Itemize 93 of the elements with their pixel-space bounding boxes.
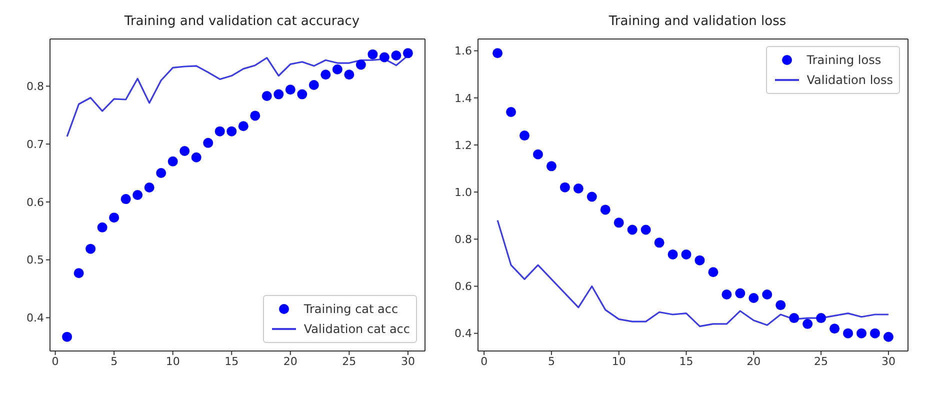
legend-label: Training loss	[806, 53, 882, 67]
x-tick-label: 15	[679, 354, 694, 368]
y-tick-label: 0.8	[26, 80, 44, 94]
x-tick-label: 15	[224, 354, 239, 368]
point	[816, 313, 826, 324]
x-tick-label: 30	[400, 354, 415, 368]
point	[391, 50, 402, 60]
y-tick-label: 1.6	[454, 44, 472, 58]
point	[203, 138, 214, 148]
point	[332, 64, 342, 74]
point	[708, 267, 718, 278]
point	[191, 152, 202, 162]
x-tick-label: 25	[342, 354, 356, 368]
x-tick-label: 5	[548, 354, 555, 368]
point	[86, 244, 96, 254]
y-tick-label: 0.6	[454, 280, 472, 294]
point	[640, 224, 651, 235]
point	[74, 268, 84, 278]
x-tick-label: 10	[612, 354, 626, 368]
point	[402, 48, 413, 58]
legend-label: Validation loss	[806, 73, 893, 87]
y-tick-label: 0.4	[454, 327, 472, 340]
x-tick-label: 30	[881, 354, 896, 368]
point	[180, 146, 190, 156]
legend-label: Training cat acc	[304, 302, 398, 316]
y-tick-label: 1.4	[454, 92, 472, 105]
point	[748, 293, 759, 304]
point	[109, 212, 120, 223]
point	[532, 149, 543, 160]
point	[144, 182, 154, 192]
point	[120, 194, 131, 204]
point	[250, 110, 260, 121]
point	[789, 313, 800, 324]
point	[62, 332, 72, 342]
point	[274, 89, 284, 100]
point	[226, 126, 237, 136]
point	[762, 289, 772, 300]
line-series	[496, 220, 890, 328]
point	[843, 328, 854, 338]
point	[379, 52, 390, 62]
point	[654, 238, 664, 248]
point	[214, 126, 225, 136]
point	[586, 192, 597, 202]
point	[262, 91, 272, 102]
x-tick-label: 5	[110, 354, 118, 368]
point	[368, 49, 378, 60]
point	[492, 48, 503, 58]
point	[238, 121, 248, 132]
legend-label: Validation cat acc	[304, 322, 410, 336]
y-tick-label: 0.6	[26, 196, 44, 209]
point	[883, 332, 894, 342]
x-tick-label: 0	[52, 354, 59, 368]
point	[856, 328, 866, 338]
point	[285, 84, 296, 95]
point	[132, 190, 143, 200]
y-tick-label: 0.4	[26, 312, 44, 325]
point	[776, 300, 786, 310]
point	[870, 328, 880, 338]
y-tick-label: 1.0	[454, 186, 472, 199]
y-tick-label: 1.2	[454, 138, 472, 152]
point	[694, 255, 705, 266]
point	[97, 222, 108, 232]
x-tick-label: 0	[480, 354, 488, 368]
point	[168, 156, 178, 166]
x-tick-label: 20	[283, 354, 298, 368]
x-tick-label: 25	[814, 354, 828, 368]
point	[320, 70, 331, 80]
chart-title: Training and validation cat accuracy	[123, 14, 361, 29]
point	[546, 161, 556, 172]
point	[573, 184, 584, 194]
point	[520, 130, 530, 141]
point	[830, 324, 840, 334]
point	[344, 70, 354, 80]
point	[614, 218, 624, 228]
y-tick-label: 0.8	[454, 233, 472, 246]
y-tick-label: 0.7	[26, 138, 44, 151]
point	[722, 289, 732, 300]
point	[681, 249, 692, 260]
point	[627, 224, 638, 235]
point	[506, 106, 516, 117]
chart-title: Training and validation loss	[608, 14, 788, 29]
point	[735, 288, 746, 298]
x-tick-label: 20	[746, 354, 761, 368]
point	[297, 89, 308, 100]
point	[308, 80, 319, 90]
y-tick-label: 0.5	[26, 254, 44, 267]
point	[156, 168, 166, 178]
point	[600, 204, 610, 215]
point	[560, 182, 570, 192]
x-tick-label: 10	[166, 354, 180, 368]
point	[668, 249, 678, 260]
point	[356, 60, 366, 70]
point	[802, 318, 813, 329]
